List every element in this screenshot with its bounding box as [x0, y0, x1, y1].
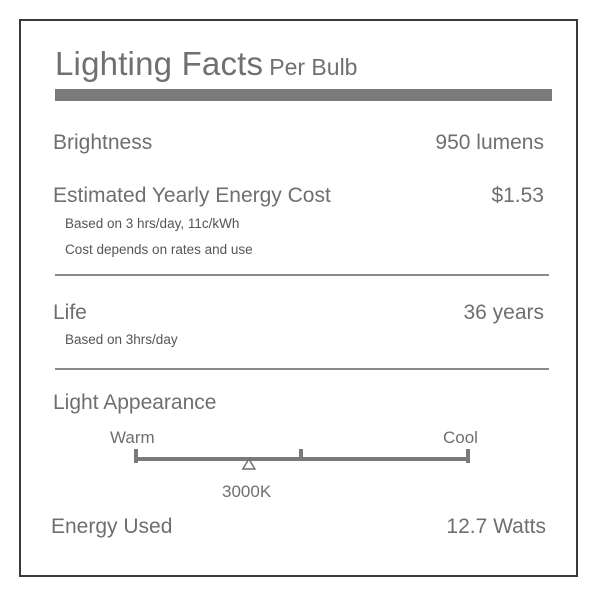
divider-1 [55, 274, 549, 276]
brightness-value: 950 lumens [435, 131, 544, 154]
scale-marker-triangle-icon [241, 457, 257, 470]
scale-warm-label: Warm [110, 428, 155, 447]
scale-tick-cool [466, 449, 470, 463]
lighting-facts-label: Lighting Facts Per Bulb Brightness 950 lu… [19, 19, 578, 577]
energy-cost-label: Estimated Yearly Energy Cost [53, 184, 331, 207]
divider-2 [55, 368, 549, 370]
life-note: Based on 3hrs/day [65, 332, 178, 347]
scale-tick-mid [299, 449, 303, 461]
color-temperature-scale [134, 449, 470, 470]
life-label: Life [53, 301, 87, 324]
scale-marker-label: 3000K [222, 482, 272, 501]
title-sub: Per Bulb [269, 54, 358, 80]
energy-used-label: Energy Used [51, 515, 173, 538]
light-appearance-label: Light Appearance [53, 391, 217, 414]
scale-tick-warm [134, 449, 138, 463]
energy-cost-note-rate: Based on 3 hrs/day, 11c/kWh [65, 216, 240, 231]
energy-cost-note-rates: Cost depends on rates and use [65, 242, 253, 257]
brightness-label: Brightness [53, 131, 153, 154]
energy-cost-value: $1.53 [491, 184, 544, 207]
title-bar [55, 89, 552, 101]
title-main: Lighting Facts [55, 45, 264, 82]
energy-used-value: 12.7 Watts [446, 515, 546, 538]
label-title: Lighting Facts Per Bulb [55, 45, 357, 83]
scale-cool-label: Cool [443, 428, 478, 447]
life-value: 36 years [463, 301, 544, 324]
